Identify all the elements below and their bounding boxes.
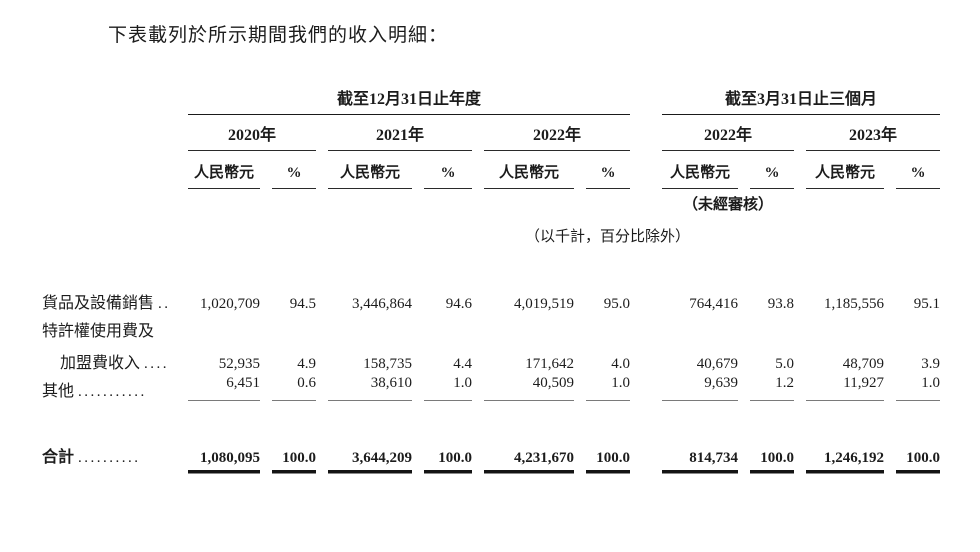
cell-value: 3.9 xyxy=(921,356,940,372)
cell-value: 48,709 xyxy=(842,356,884,372)
dot-leader: ........... xyxy=(78,384,147,400)
double-rule xyxy=(896,470,940,474)
cell-value: 158,735 xyxy=(363,356,412,372)
cell-value: 4.9 xyxy=(297,356,316,372)
year-header-2021: 2021年 xyxy=(328,121,472,151)
double-rule xyxy=(662,470,738,474)
cell-value: 38,610 xyxy=(328,375,412,401)
double-rule xyxy=(806,470,884,474)
currency-header: 人民幣元 xyxy=(484,161,574,189)
row-label: 加盟費收入.... xyxy=(42,349,176,373)
row-label: 其他........... xyxy=(42,377,176,401)
row-label-text: 特許權使用費及 xyxy=(42,323,155,340)
intro-text: 下表載列於所示期間我們的收入明細： xyxy=(108,25,449,46)
cell-value: 0.6 xyxy=(272,375,316,401)
cell-value: 100.0 xyxy=(760,450,794,466)
cell-value: 5.0 xyxy=(775,356,794,372)
double-rule xyxy=(586,470,630,474)
percent-header: % xyxy=(896,165,940,189)
cell-value: 9,639 xyxy=(662,375,738,401)
year-header-2022-q1: 2022年 xyxy=(662,121,794,151)
row-label-text: 合計 xyxy=(42,449,75,466)
cell-value: 94.5 xyxy=(289,296,316,312)
units-note: （以千計，百分比除外） xyxy=(524,228,690,245)
year-header-row: 2020年 2021年 2022年 2022年 2023年 xyxy=(42,115,980,151)
double-rule xyxy=(272,470,316,474)
row-label-text: 貨品及設備銷售 xyxy=(42,295,155,312)
double-rule xyxy=(750,470,794,474)
row-label-text: 其他 xyxy=(42,383,75,400)
row-label-text: 加盟費收入 xyxy=(60,355,141,372)
cell-value: 4.4 xyxy=(453,356,472,372)
double-rule xyxy=(188,470,260,474)
double-rule xyxy=(484,470,574,474)
cell-value: 1.2 xyxy=(750,375,794,401)
cell-value: 52,935 xyxy=(218,356,260,372)
cell-value: 3,644,209 xyxy=(352,450,412,466)
cell-value: 171,642 xyxy=(525,356,574,372)
dot-leader: .... xyxy=(144,356,170,372)
year-header-2023-q1: 2023年 xyxy=(806,121,940,151)
cell-value: 6,451 xyxy=(188,375,260,401)
subheader-row: 人民幣元 % 人民幣元 % 人民幣元 % 人民幣元 % 人民幣元 % xyxy=(42,151,980,189)
percent-header: % xyxy=(424,165,472,189)
cell-value: 1,246,192 xyxy=(824,450,884,466)
currency-header: 人民幣元 xyxy=(806,161,884,189)
row-label: 特許權使用費及 xyxy=(42,317,176,341)
percent-header: % xyxy=(272,165,316,189)
currency-header: 人民幣元 xyxy=(328,161,412,189)
cell-value: 95.1 xyxy=(913,296,940,312)
cell-value: 4,231,670 xyxy=(514,450,574,466)
total-double-rules xyxy=(42,470,980,474)
year-header-2020: 2020年 xyxy=(188,121,316,151)
unaudited-note-row: （未經審核） xyxy=(42,189,980,217)
table-row-others: 其他........... 6,451 0.6 38,610 1.0 40,50… xyxy=(42,373,980,401)
cell-value: 1,020,709 xyxy=(200,296,260,312)
cell-value: 1,185,556 xyxy=(824,296,884,312)
year-header-2022: 2022年 xyxy=(484,121,630,151)
cell-value: 4,019,519 xyxy=(514,296,574,312)
cell-value: 100.0 xyxy=(438,450,472,466)
cell-value: 1.0 xyxy=(586,375,630,401)
currency-header: 人民幣元 xyxy=(188,161,260,189)
row-label: 貨品及設備銷售.. xyxy=(42,289,176,313)
revenue-table: 截至12月31日止年度 截至3月31日止三個月 2020年 2021年 2022… xyxy=(42,83,980,474)
cell-value: 94.6 xyxy=(445,296,472,312)
dot-leader: .. xyxy=(158,296,171,312)
double-rule xyxy=(328,470,412,474)
percent-header: % xyxy=(586,165,630,189)
group-header-fiscal-years: 截至12月31日止年度 xyxy=(188,85,630,115)
cell-value: 40,679 xyxy=(696,356,738,372)
spacer xyxy=(42,253,980,285)
spacer xyxy=(42,401,980,439)
dot-leader: .......... xyxy=(78,450,141,466)
cell-value: 95.0 xyxy=(603,296,630,312)
row-label: 合計.......... xyxy=(42,443,176,467)
unaudited-note: （未經審核） xyxy=(682,196,773,213)
group-header-three-months: 截至3月31日止三個月 xyxy=(662,85,940,115)
cell-value: 11,927 xyxy=(806,375,884,401)
cell-value: 93.8 xyxy=(767,296,794,312)
table-row-franchise-income: 加盟費收入.... 52,935 4.9 158,735 4.4 171,642… xyxy=(42,341,980,373)
cell-value: 1.0 xyxy=(896,375,940,401)
table-row-royalty-line1: 特許權使用費及 xyxy=(42,313,980,341)
cell-value: 100.0 xyxy=(906,450,940,466)
table-row-total: 合計.......... 1,080,095 100.0 3,644,209 1… xyxy=(42,439,980,467)
currency-header: 人民幣元 xyxy=(662,161,738,189)
cell-value: 100.0 xyxy=(596,450,630,466)
table-row-goods-equipment: 貨品及設備銷售.. 1,020,709 94.5 3,446,864 94.6 … xyxy=(42,285,980,313)
cell-value: 40,509 xyxy=(484,375,574,401)
group-header-row: 截至12月31日止年度 截至3月31日止三個月 xyxy=(42,83,980,115)
cell-value: 1,080,095 xyxy=(200,450,260,466)
percent-header: % xyxy=(750,165,794,189)
cell-value: 3,446,864 xyxy=(352,296,412,312)
units-note-row: （以千計，百分比除外） xyxy=(42,217,980,253)
cell-value: 100.0 xyxy=(282,450,316,466)
cell-value: 1.0 xyxy=(424,375,472,401)
double-rule xyxy=(424,470,472,474)
cell-value: 814,734 xyxy=(689,450,738,466)
cell-value: 764,416 xyxy=(689,296,738,312)
cell-value: 4.0 xyxy=(611,356,630,372)
